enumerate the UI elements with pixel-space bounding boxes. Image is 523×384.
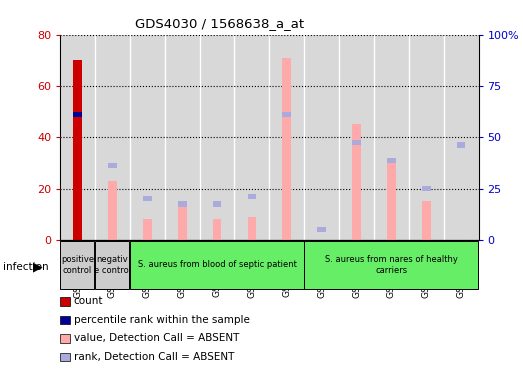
Bar bbox=[409, 35, 444, 240]
Bar bbox=[282, 112, 291, 117]
Bar bbox=[178, 202, 187, 207]
Text: S. aureus from nares of healthy
carriers: S. aureus from nares of healthy carriers bbox=[325, 255, 458, 275]
Bar bbox=[73, 60, 82, 240]
Text: value, Detection Call = ABSENT: value, Detection Call = ABSENT bbox=[74, 333, 239, 343]
FancyBboxPatch shape bbox=[304, 241, 478, 289]
Bar bbox=[143, 220, 152, 240]
Bar bbox=[352, 124, 361, 240]
Text: rank, Detection Call = ABSENT: rank, Detection Call = ABSENT bbox=[74, 352, 234, 362]
Bar bbox=[95, 35, 130, 240]
Bar bbox=[200, 35, 234, 240]
Text: count: count bbox=[74, 296, 103, 306]
Bar bbox=[247, 217, 256, 240]
Bar bbox=[130, 35, 165, 240]
Bar bbox=[444, 35, 479, 240]
Bar bbox=[422, 202, 430, 240]
FancyBboxPatch shape bbox=[60, 241, 94, 289]
Bar bbox=[269, 35, 304, 240]
Bar bbox=[387, 158, 396, 163]
Bar bbox=[73, 112, 82, 117]
Bar bbox=[304, 35, 339, 240]
Bar bbox=[352, 140, 361, 145]
Text: S. aureus from blood of septic patient: S. aureus from blood of septic patient bbox=[138, 260, 297, 270]
Bar bbox=[374, 35, 409, 240]
Bar bbox=[143, 196, 152, 202]
Bar bbox=[457, 142, 465, 147]
Bar bbox=[178, 204, 187, 240]
Text: ▶: ▶ bbox=[33, 260, 42, 273]
Bar bbox=[247, 194, 256, 199]
Bar bbox=[317, 227, 326, 232]
Text: GDS4030 / 1568638_a_at: GDS4030 / 1568638_a_at bbox=[135, 17, 304, 30]
Bar bbox=[165, 35, 200, 240]
Text: percentile rank within the sample: percentile rank within the sample bbox=[74, 315, 249, 325]
Bar bbox=[60, 35, 95, 240]
Bar bbox=[234, 35, 269, 240]
Text: infection: infection bbox=[3, 262, 48, 272]
Bar bbox=[108, 181, 117, 240]
Bar bbox=[387, 158, 396, 240]
Bar bbox=[339, 35, 374, 240]
Text: positive
control: positive control bbox=[61, 255, 94, 275]
Bar bbox=[213, 202, 221, 207]
Bar bbox=[213, 220, 221, 240]
Bar bbox=[108, 163, 117, 168]
Bar bbox=[422, 186, 430, 191]
FancyBboxPatch shape bbox=[130, 241, 303, 289]
FancyBboxPatch shape bbox=[95, 241, 129, 289]
Bar bbox=[282, 58, 291, 240]
Text: negativ
e control: negativ e control bbox=[94, 255, 131, 275]
